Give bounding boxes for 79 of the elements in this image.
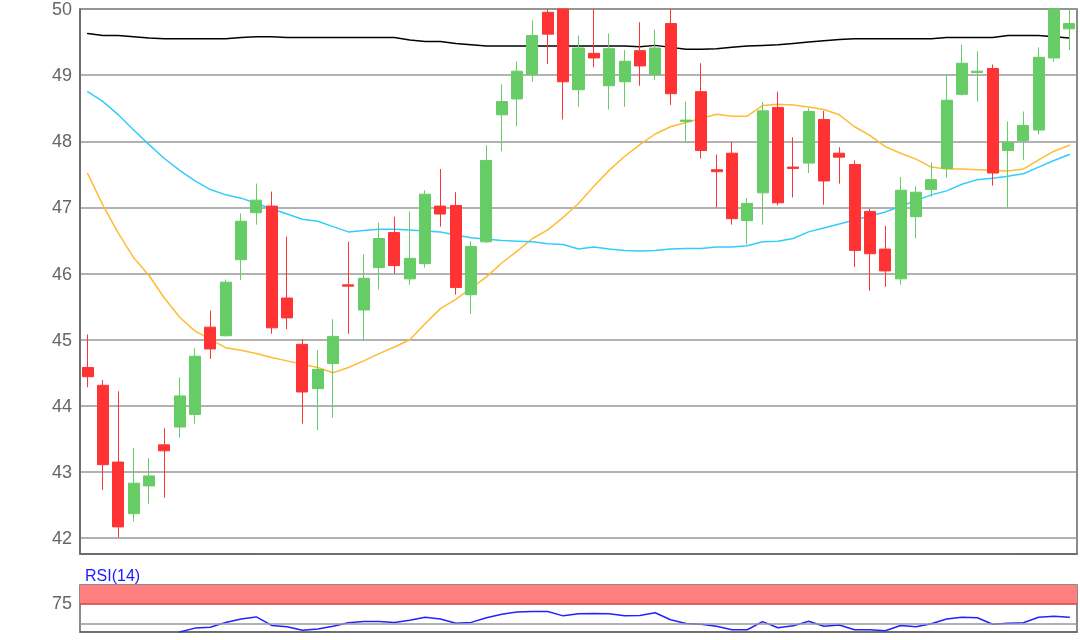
candlestick <box>1048 8 1060 63</box>
candlestick <box>1033 46 1045 136</box>
candlestick <box>158 427 170 499</box>
candlestick <box>542 8 554 65</box>
y-tick-label: 45 <box>51 329 72 350</box>
candlestick <box>680 101 692 143</box>
candlestick <box>787 136 799 198</box>
candlestick <box>1017 111 1029 161</box>
candlestick <box>772 91 784 206</box>
candlestick <box>419 189 431 269</box>
y-tick-label: 47 <box>51 197 72 218</box>
candlestick <box>864 208 876 292</box>
y-tick-label: 42 <box>51 528 72 549</box>
candlestick <box>465 240 477 315</box>
candlestick <box>342 241 354 335</box>
y-tick-label: 46 <box>51 263 72 284</box>
chart-title: RSI(14) <box>85 566 141 584</box>
candlestick <box>649 29 661 81</box>
candlestick <box>619 49 631 108</box>
candlestick <box>235 212 247 281</box>
candlestick <box>189 347 201 425</box>
candlestick <box>879 225 891 288</box>
candlestick <box>803 107 815 174</box>
candlestick <box>603 32 615 111</box>
candlestick <box>296 338 308 425</box>
candlestick <box>1063 8 1075 51</box>
candlestick <box>818 110 830 206</box>
candlestick <box>634 21 646 87</box>
candlestick <box>82 333 94 388</box>
candlestick <box>266 191 278 335</box>
candlestick <box>450 191 462 296</box>
candlestick <box>281 236 293 330</box>
y-tick-label: 44 <box>51 395 72 416</box>
candlestick <box>895 176 907 286</box>
candlestick <box>557 8 569 120</box>
candlestick <box>128 447 140 523</box>
candlestick <box>956 44 968 97</box>
line-series <box>86 90 1071 252</box>
candlestick <box>941 74 953 179</box>
candlestick <box>220 279 232 337</box>
candlestick <box>327 318 339 419</box>
candlestick <box>711 154 723 208</box>
candlestick <box>695 62 707 159</box>
candlestick <box>665 8 677 106</box>
candlestick <box>404 210 416 286</box>
candlestick <box>572 34 585 108</box>
line-series <box>86 32 1071 51</box>
candlestick <box>143 457 155 505</box>
text: 75 <box>51 593 73 614</box>
candlestick <box>496 83 508 152</box>
candlestick <box>358 253 370 342</box>
candlestick <box>480 144 492 244</box>
candlestick <box>97 379 109 491</box>
candlestick <box>312 349 324 431</box>
y-tick-label: 50 <box>51 0 72 19</box>
candlestick <box>373 222 385 290</box>
candlestick <box>511 60 523 127</box>
candlestick <box>741 197 753 245</box>
candlestick <box>726 141 738 226</box>
candlestick <box>526 19 538 83</box>
candlestick <box>174 376 186 439</box>
candlestick <box>112 390 124 538</box>
candlestick <box>388 216 400 275</box>
candlestick <box>925 161 937 198</box>
candlestick <box>849 159 861 268</box>
candlestick <box>987 64 999 187</box>
candlestick <box>1002 120 1014 209</box>
y-tick-label: 48 <box>51 131 72 152</box>
candlestick <box>204 310 216 360</box>
candlestick <box>971 50 983 103</box>
candlestick <box>434 168 446 228</box>
candlestick <box>910 185 922 240</box>
line-series <box>86 103 1071 374</box>
candlestick <box>250 183 262 226</box>
y-tick-label: 43 <box>51 461 72 482</box>
candlestick <box>588 8 600 68</box>
y-tick-label: 49 <box>51 65 72 86</box>
candlestick <box>833 146 845 185</box>
candlestick <box>757 101 769 226</box>
